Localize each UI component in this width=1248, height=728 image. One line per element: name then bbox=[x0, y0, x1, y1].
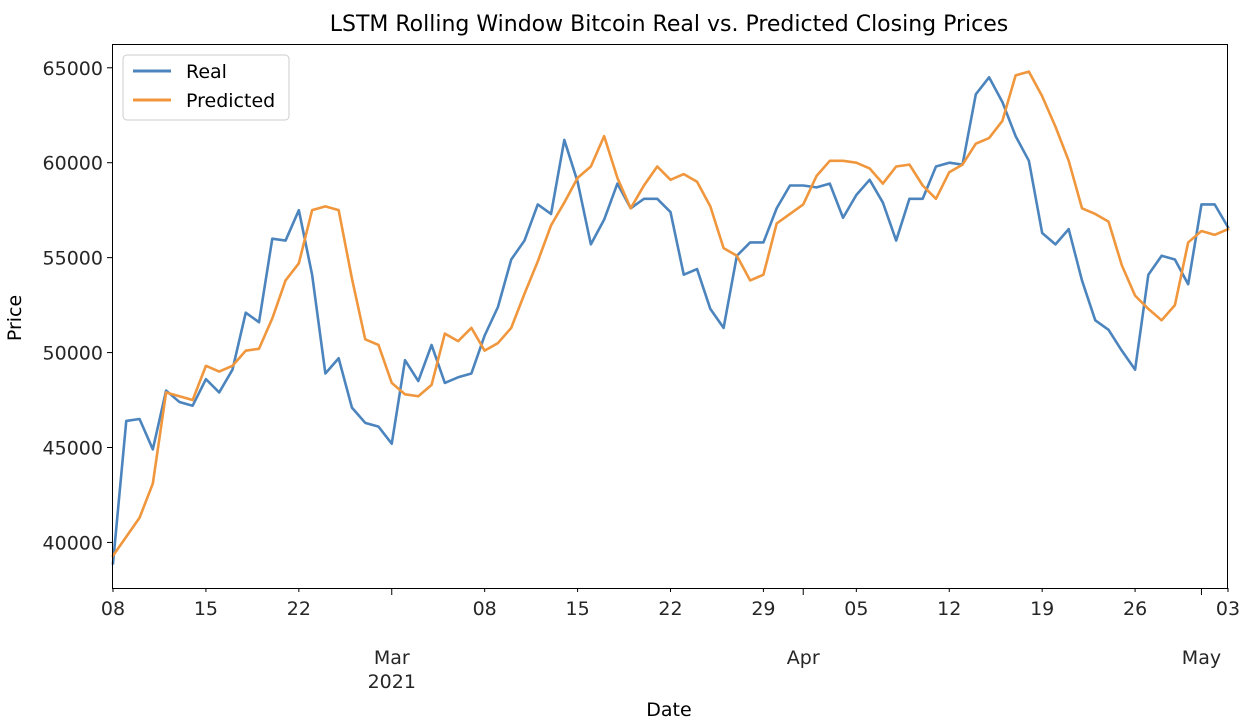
legend: Real Predicted bbox=[122, 54, 290, 121]
plot-frame bbox=[112, 44, 1228, 589]
x-minor-tick-label: 15 bbox=[194, 598, 218, 620]
y-tick-label: 45000 bbox=[43, 438, 103, 460]
x-minor-tick-label: 15 bbox=[565, 598, 589, 620]
x-minor-tick-label: 19 bbox=[1030, 598, 1054, 620]
legend-label-real: Real bbox=[186, 61, 227, 83]
y-tick-label: 60000 bbox=[43, 153, 103, 175]
legend-label-predicted: Predicted bbox=[186, 90, 275, 112]
x-end-tick-label: 03 bbox=[1216, 598, 1240, 620]
x-minor-tick-label: 05 bbox=[844, 598, 868, 620]
y-tick-label: 50000 bbox=[43, 343, 103, 365]
chart-title: LSTM Rolling Window Bitcoin Real vs. Pre… bbox=[330, 12, 1009, 37]
x-major-tick-label: Mar bbox=[374, 647, 410, 669]
axis-ticks: 40000 45000 50000 55000 60000 65000 08 03 15 22 08… bbox=[43, 58, 1241, 693]
y-tick-label: 40000 bbox=[43, 532, 103, 554]
x-end-tick-label: 08 bbox=[101, 598, 125, 620]
x-major-tick-label: Apr bbox=[787, 647, 820, 669]
y-tick-label: 65000 bbox=[43, 58, 103, 80]
x-minor-tick-label: 12 bbox=[937, 598, 961, 620]
y-axis-label: Price bbox=[4, 295, 26, 341]
x-minor-tick-label: 08 bbox=[473, 598, 497, 620]
series-line-predicted bbox=[111, 70, 1230, 558]
x-minor-tick-label: 26 bbox=[1123, 598, 1147, 620]
series-lines bbox=[111, 70, 1230, 565]
series-line-real bbox=[111, 75, 1230, 565]
x-axis-label: Date bbox=[646, 699, 691, 721]
x-major-tick-label: 2021 bbox=[368, 671, 416, 693]
y-tick-label: 55000 bbox=[43, 248, 103, 270]
x-minor-tick-label: 22 bbox=[658, 598, 682, 620]
x-minor-tick-label: 22 bbox=[287, 598, 311, 620]
x-minor-tick-label: 29 bbox=[751, 598, 775, 620]
x-major-tick-label: May bbox=[1182, 647, 1221, 669]
